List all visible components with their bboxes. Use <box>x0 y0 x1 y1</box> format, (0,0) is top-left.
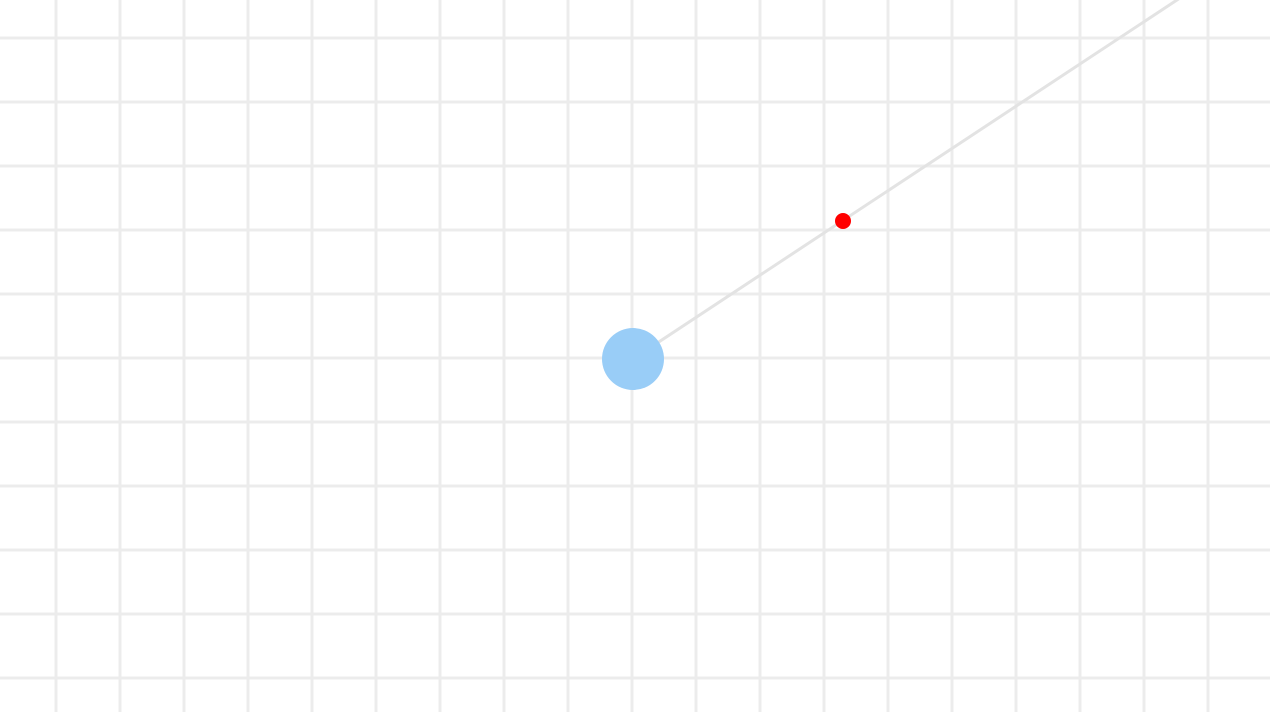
aim-line <box>631 0 1180 361</box>
target-dot[interactable] <box>835 213 851 229</box>
player-ball[interactable] <box>602 328 664 390</box>
